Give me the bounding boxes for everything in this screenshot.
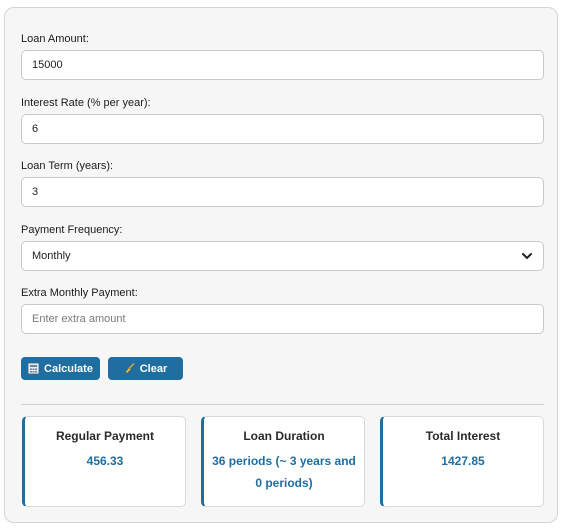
- interest-rate-field: Interest Rate (% per year):: [21, 96, 544, 144]
- payment-frequency-select[interactable]: Monthly: [21, 241, 544, 271]
- total-interest-title: Total Interest: [425, 429, 501, 443]
- loan-amount-field: Loan Amount:: [21, 32, 544, 80]
- broom-icon: [124, 363, 135, 374]
- regular-payment-title: Regular Payment: [55, 429, 155, 443]
- loan-duration-value: 36 periods (~ 3 years and 0 periods): [212, 454, 356, 490]
- calculate-button[interactable]: Calculate: [21, 357, 100, 380]
- loan-term-input[interactable]: [21, 177, 544, 207]
- chevron-down-icon: [522, 253, 532, 259]
- clear-button[interactable]: Clear: [108, 357, 183, 380]
- loan-duration-card: Loan Duration 36 periods (~ 3 years and …: [201, 416, 365, 507]
- loan-amount-label: Loan Amount:: [21, 33, 89, 45]
- clear-button-label: Clear: [139, 362, 168, 375]
- payment-frequency-label: Payment Frequency:: [21, 224, 123, 236]
- divider: [21, 404, 544, 405]
- loan-calculator-card: Loan Amount: Interest Rate (% per year):…: [4, 7, 558, 523]
- total-interest-value: 1427.85: [441, 454, 485, 468]
- regular-payment-card: Regular Payment 456.33: [22, 416, 186, 507]
- loan-duration-title: Loan Duration: [243, 429, 325, 443]
- calculator-icon: [28, 363, 40, 374]
- extra-payment-field: Extra Monthly Payment:: [21, 286, 544, 334]
- calculate-button-label: Calculate: [44, 362, 93, 375]
- payment-frequency-value: Monthly: [32, 250, 71, 262]
- total-interest-card: Total Interest 1427.85: [380, 416, 544, 507]
- regular-payment-value: 456.33: [86, 454, 124, 468]
- loan-term-field: Loan Term (years):: [21, 159, 544, 207]
- interest-rate-label: Interest Rate (% per year):: [21, 97, 151, 109]
- loan-amount-input[interactable]: [21, 50, 544, 80]
- interest-rate-input[interactable]: [21, 114, 544, 144]
- loan-term-label: Loan Term (years):: [21, 160, 114, 172]
- extra-payment-label: Extra Monthly Payment:: [21, 287, 138, 299]
- payment-frequency-field: Payment Frequency: Monthly: [21, 223, 544, 271]
- extra-payment-input[interactable]: [21, 304, 544, 334]
